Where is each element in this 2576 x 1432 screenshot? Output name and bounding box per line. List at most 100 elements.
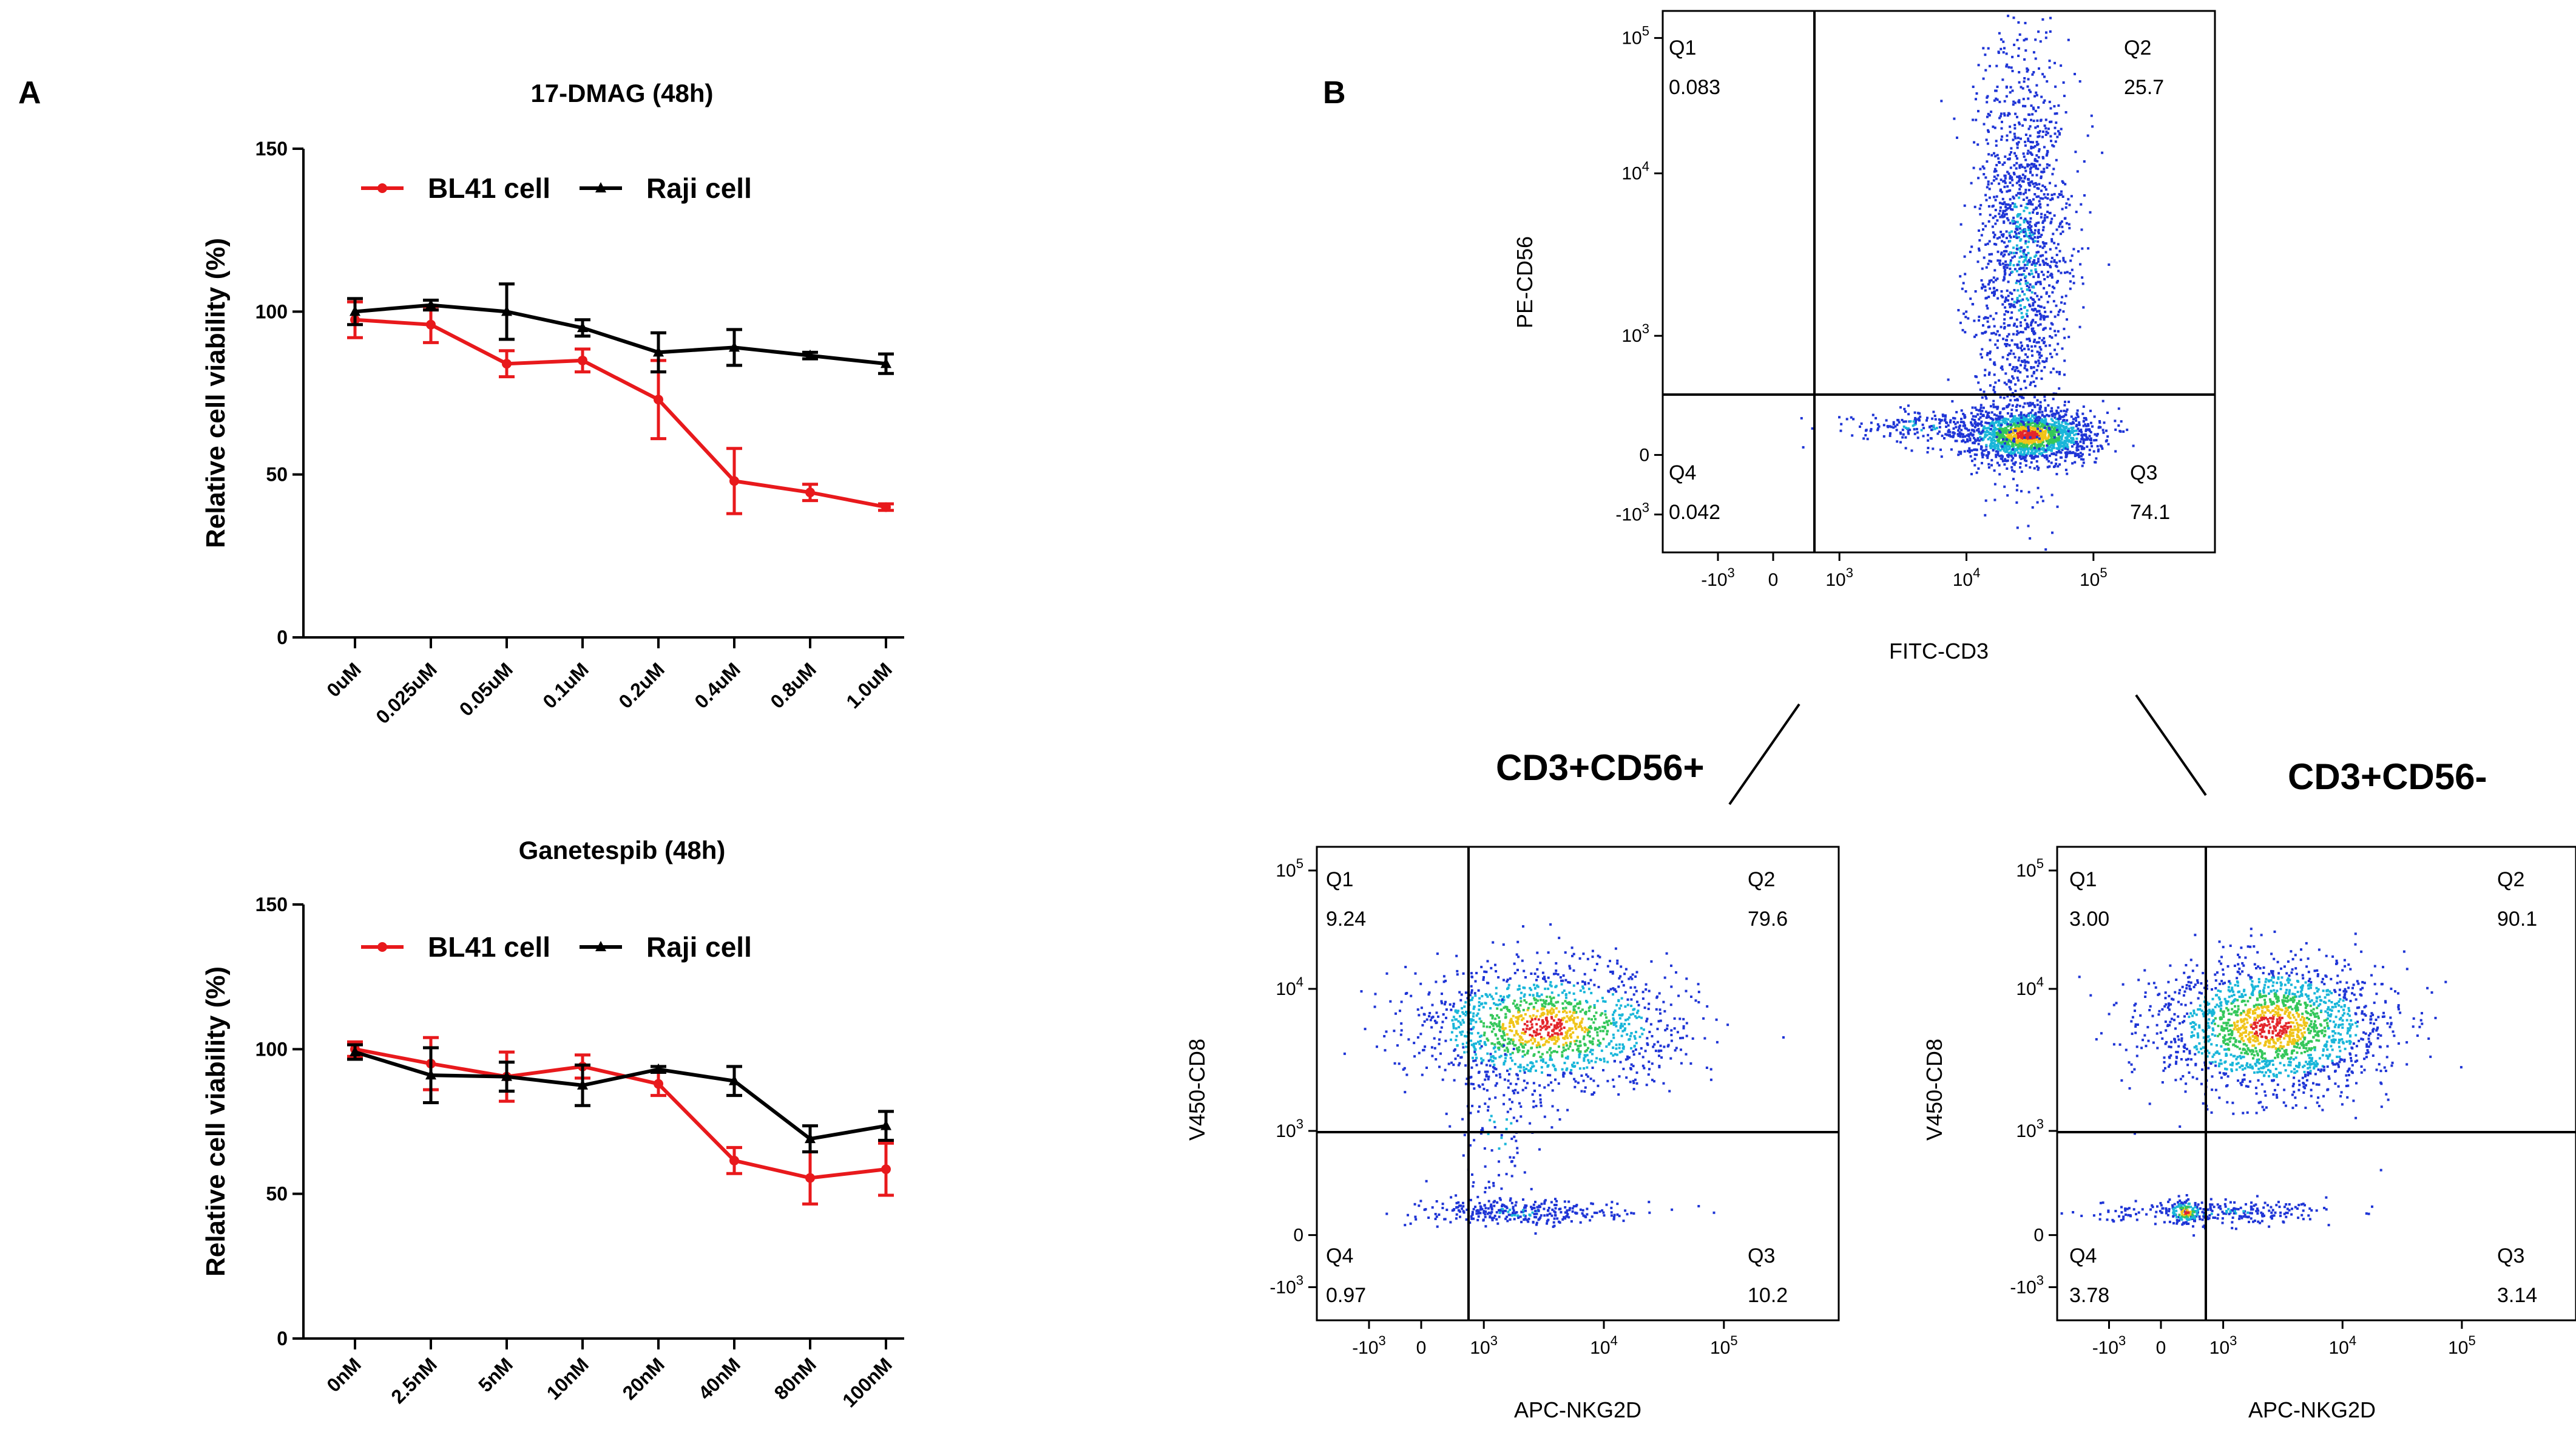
event-dot (1533, 987, 1536, 990)
event-dot (1959, 452, 1962, 455)
event-dot (1531, 1018, 1533, 1021)
event-dot (2029, 537, 2032, 540)
y-tick-label: 0 (277, 1328, 288, 1349)
event-dot (1608, 1042, 1611, 1045)
event-dot (2061, 421, 2064, 424)
event-dot (1631, 977, 1634, 980)
event-dot (2003, 318, 2006, 321)
event-dot (1930, 429, 1933, 432)
event-dot (1536, 1010, 1539, 1013)
event-dot (2058, 373, 2061, 376)
event-dot (1581, 1008, 1584, 1011)
event-dot (2026, 368, 2029, 372)
event-dot (2079, 263, 2082, 266)
data-point (729, 1155, 739, 1166)
event-dot (2012, 428, 2015, 431)
event-dot (1662, 1000, 1665, 1003)
event-dot (1987, 153, 1990, 156)
event-dot (2045, 154, 2048, 157)
event-dot (2021, 290, 2024, 293)
event-dot (1632, 1088, 1635, 1091)
event-dot (2061, 429, 2064, 432)
event-dot (1452, 1002, 1455, 1005)
event-dot (1583, 1030, 1586, 1033)
event-dot (1577, 1045, 1580, 1048)
event-dot (1636, 1011, 1638, 1014)
event-dot (1997, 421, 2000, 424)
event-dot (2009, 206, 2011, 209)
event-dot (1996, 277, 1999, 280)
event-dot (1972, 86, 1975, 88)
event-dot (2003, 446, 2006, 449)
event-dot (2132, 444, 2135, 447)
event-dot (2018, 294, 2021, 297)
event-dot (2030, 237, 2033, 240)
event-dot (1952, 427, 1955, 430)
event-dot (2003, 435, 2006, 438)
event-dot (1988, 240, 1991, 243)
event-dot (1515, 1032, 1518, 1034)
event-dot (2032, 302, 2035, 305)
event-dot (1638, 1016, 1641, 1019)
event-dot (2020, 299, 2023, 302)
event-dot (2006, 421, 2008, 424)
event-dot (2022, 273, 2025, 276)
event-dot (2035, 140, 2038, 143)
event-dot (2060, 220, 2063, 223)
event-dot (1522, 1017, 1525, 1020)
event-dot (2052, 367, 2055, 370)
event-dot (1472, 1083, 1475, 1085)
event-dot (1472, 1056, 1474, 1059)
event-dot (2036, 119, 2039, 122)
event-dot (1987, 451, 1990, 453)
event-dot (2030, 269, 2033, 272)
event-dot (1995, 450, 1998, 453)
event-dot (2066, 271, 2069, 274)
event-dot (1570, 1069, 1573, 1071)
event-dot (1988, 279, 1991, 282)
event-dot (1629, 986, 1632, 989)
event-dot (2035, 174, 2038, 177)
event-dot (1428, 991, 1431, 994)
event-dot (1649, 1023, 1652, 1026)
event-dot (1562, 1010, 1564, 1013)
event-dot (1979, 412, 1983, 415)
event-dot (2088, 429, 2091, 432)
event-dot (1546, 1020, 1549, 1023)
event-dot (1539, 999, 1542, 1002)
event-dot (2000, 138, 2003, 141)
event-dot (2007, 455, 2010, 458)
event-dot (2029, 283, 2032, 286)
event-dot (1535, 1031, 1538, 1034)
event-dot (1590, 1059, 1593, 1062)
event-dot (1485, 971, 1488, 974)
event-dot (2032, 106, 2035, 109)
event-dot (1614, 1059, 1616, 1062)
event-dot (1970, 245, 1973, 248)
event-dot (1541, 1071, 1543, 1074)
event-dot (1658, 1065, 1661, 1068)
event-dot (2001, 163, 2004, 166)
event-dot (1913, 419, 1916, 422)
event-dot (1543, 1002, 1546, 1005)
event-dot (2026, 309, 2029, 312)
event-dot (1644, 1050, 1647, 1053)
event-dot (1589, 1077, 1592, 1081)
event-dot (2076, 444, 2079, 447)
event-dot (2062, 81, 2065, 84)
event-dot (2005, 429, 2008, 432)
event-dot (1566, 1002, 1569, 1004)
event-dot (1515, 1003, 1518, 1006)
event-dot (2046, 456, 2049, 460)
event-dot (2016, 263, 2019, 266)
event-dot (1473, 1005, 1476, 1008)
event-dot (1612, 1036, 1615, 1039)
event-dot (2026, 424, 2029, 426)
event-dot (2055, 409, 2058, 412)
event-dot (2100, 445, 2103, 448)
event-dot (1580, 1074, 1583, 1077)
event-dot (2039, 323, 2042, 326)
event-dot (1566, 1057, 1569, 1060)
event-dot (2012, 352, 2015, 355)
event-dot (1914, 422, 1917, 426)
